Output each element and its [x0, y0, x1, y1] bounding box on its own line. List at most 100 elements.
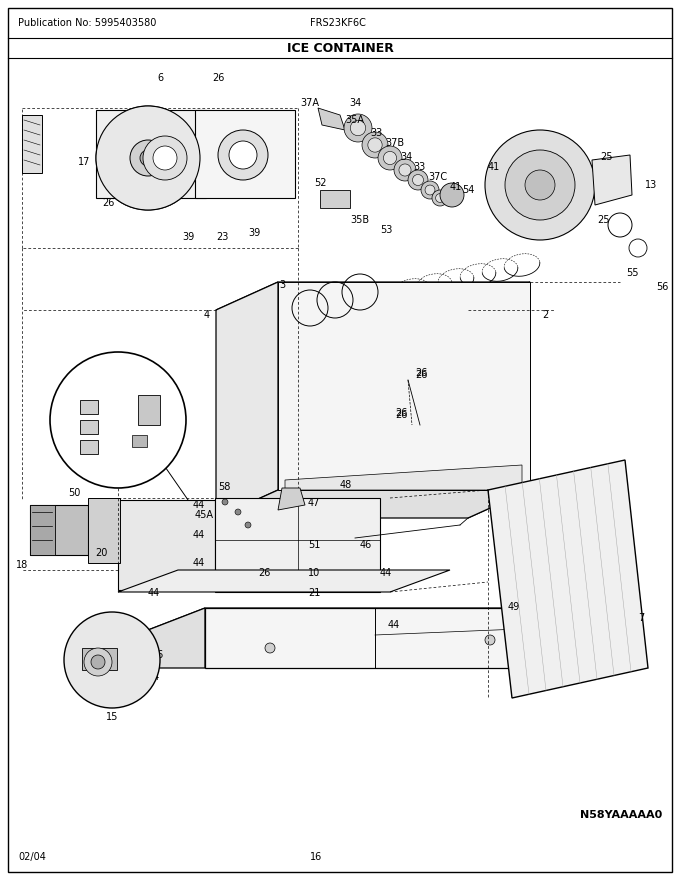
- Text: 44: 44: [192, 558, 205, 568]
- Circle shape: [368, 138, 382, 152]
- Text: 45: 45: [92, 388, 104, 398]
- Bar: [30, 505, 55, 555]
- Text: 7: 7: [638, 613, 644, 623]
- Circle shape: [384, 151, 396, 165]
- Circle shape: [408, 170, 428, 190]
- Circle shape: [140, 150, 156, 166]
- Text: 53: 53: [380, 225, 392, 235]
- Circle shape: [525, 170, 555, 200]
- Text: 17: 17: [78, 157, 90, 167]
- Polygon shape: [216, 282, 530, 310]
- Text: 25: 25: [598, 215, 610, 225]
- Text: 26: 26: [395, 410, 407, 420]
- Polygon shape: [148, 608, 615, 630]
- Polygon shape: [318, 108, 345, 130]
- Bar: [195, 110, 295, 198]
- Text: 44: 44: [388, 620, 401, 630]
- Circle shape: [425, 185, 435, 195]
- Circle shape: [485, 130, 595, 240]
- Polygon shape: [488, 460, 648, 698]
- Circle shape: [432, 190, 448, 206]
- Polygon shape: [205, 608, 615, 668]
- Bar: [30, 505, 88, 555]
- Bar: [80, 440, 98, 454]
- Bar: [132, 435, 147, 447]
- Text: 15: 15: [106, 712, 118, 722]
- Circle shape: [413, 174, 424, 186]
- Circle shape: [265, 643, 275, 653]
- Circle shape: [229, 141, 257, 169]
- Text: 47: 47: [308, 498, 320, 508]
- Bar: [80, 400, 98, 414]
- Circle shape: [218, 130, 268, 180]
- Text: 44: 44: [148, 672, 160, 682]
- Text: 39: 39: [248, 228, 260, 238]
- Bar: [22, 115, 42, 173]
- Circle shape: [64, 612, 160, 708]
- Bar: [80, 420, 98, 434]
- Circle shape: [130, 140, 166, 176]
- Text: 16: 16: [310, 852, 322, 862]
- Text: 4: 4: [204, 310, 210, 320]
- Text: 23: 23: [216, 232, 228, 242]
- Text: 35B: 35B: [350, 215, 369, 225]
- Text: 41: 41: [450, 182, 462, 192]
- Text: 26: 26: [211, 73, 224, 83]
- Text: 33: 33: [413, 162, 425, 172]
- Text: 44: 44: [380, 568, 392, 578]
- Polygon shape: [118, 570, 450, 592]
- Polygon shape: [468, 282, 530, 518]
- Text: 37A: 37A: [301, 98, 320, 108]
- Text: 26: 26: [415, 368, 427, 378]
- Polygon shape: [278, 488, 305, 510]
- Polygon shape: [285, 465, 522, 490]
- Text: 55: 55: [626, 268, 639, 278]
- Text: 37B: 37B: [385, 138, 404, 148]
- Text: 35A: 35A: [345, 115, 364, 125]
- Text: 26: 26: [415, 370, 427, 380]
- Text: ICE CONTAINER: ICE CONTAINER: [286, 42, 394, 55]
- Text: 44: 44: [192, 500, 205, 510]
- Circle shape: [91, 655, 105, 669]
- Text: 6: 6: [157, 73, 163, 83]
- Circle shape: [440, 183, 464, 207]
- Circle shape: [153, 146, 177, 170]
- Text: 25: 25: [600, 152, 613, 162]
- Text: 50: 50: [68, 488, 80, 498]
- Text: N58YAAAAA0: N58YAAAAA0: [580, 810, 662, 820]
- Text: 52: 52: [313, 178, 326, 188]
- Text: 26: 26: [258, 568, 271, 578]
- Text: 26: 26: [395, 408, 407, 418]
- Circle shape: [436, 194, 445, 202]
- Circle shape: [394, 159, 416, 181]
- Bar: [96, 110, 206, 198]
- Polygon shape: [118, 500, 215, 590]
- Text: 34: 34: [400, 152, 412, 162]
- Text: FRS23KF6C: FRS23KF6C: [310, 18, 366, 28]
- Text: 44: 44: [192, 530, 205, 540]
- Circle shape: [235, 509, 241, 515]
- Text: 20: 20: [95, 548, 107, 558]
- Circle shape: [84, 648, 112, 676]
- Bar: [82, 648, 117, 670]
- Circle shape: [421, 181, 439, 199]
- Text: 16: 16: [152, 650, 165, 660]
- Text: 21: 21: [308, 588, 320, 598]
- Text: 10: 10: [308, 568, 320, 578]
- Polygon shape: [148, 608, 205, 668]
- Text: 44: 44: [128, 620, 140, 630]
- Circle shape: [399, 164, 411, 176]
- Circle shape: [222, 499, 228, 505]
- Circle shape: [50, 352, 186, 488]
- Text: 2: 2: [542, 310, 548, 320]
- Circle shape: [350, 121, 366, 136]
- Circle shape: [96, 106, 200, 210]
- Text: 39: 39: [182, 232, 194, 242]
- Circle shape: [344, 114, 372, 142]
- Circle shape: [143, 136, 187, 180]
- Bar: [138, 395, 160, 425]
- Text: 58: 58: [218, 482, 231, 492]
- Text: 13: 13: [645, 180, 658, 190]
- Text: 41: 41: [488, 162, 500, 172]
- Circle shape: [485, 635, 495, 645]
